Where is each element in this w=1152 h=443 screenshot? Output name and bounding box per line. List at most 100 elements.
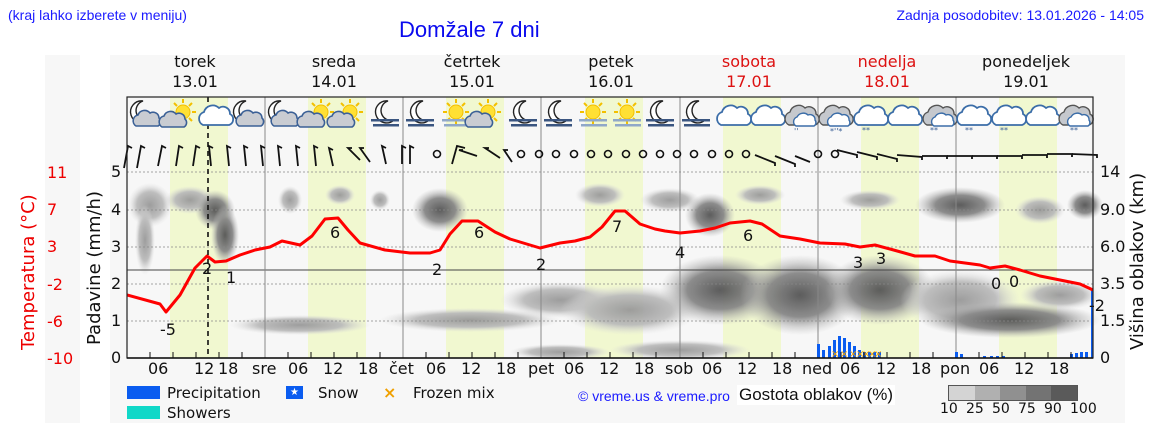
x-tick: 06 xyxy=(979,359,1000,378)
day-header: četrtek 15.01 xyxy=(443,52,501,91)
copyright-link[interactable]: © vreme.us & vreme.pro xyxy=(578,388,730,404)
svg-text:2: 2 xyxy=(202,259,212,278)
x-tick: 12 xyxy=(461,359,482,378)
svg-text:0: 0 xyxy=(991,274,1001,293)
svg-text:×: × xyxy=(862,349,870,360)
day-header: petek 16.01 xyxy=(588,52,634,91)
x-tick: pet xyxy=(528,359,555,378)
showers-swatch xyxy=(127,406,160,419)
svg-text:**: ** xyxy=(862,126,870,135)
svg-text:2: 2 xyxy=(432,260,442,279)
weather-icons: '' *''* ** ** ** ** ** xyxy=(129,98,1094,136)
svg-text:3: 3 xyxy=(853,253,863,272)
x-tick: 06 xyxy=(840,359,861,378)
x-tick: 18 xyxy=(1049,359,1070,378)
x-tick: 12 xyxy=(1014,359,1035,378)
svg-text:6: 6 xyxy=(474,223,484,242)
temperature-value-labels: -5 2 1 6 2 6 2 7 4 6 3 3 0 0 -2 xyxy=(160,217,1105,339)
frozen-mix-x-icon: × xyxy=(383,383,397,402)
x-tick: 06 xyxy=(702,359,723,378)
svg-text:7: 7 xyxy=(612,217,622,236)
wind-barbs xyxy=(123,144,1098,169)
svg-text:**: ** xyxy=(965,126,973,135)
precipitation-bars xyxy=(817,290,1093,358)
precip-tick: 1 xyxy=(111,311,122,330)
svg-text:×: × xyxy=(874,349,882,360)
svg-text:-5: -5 xyxy=(160,320,176,339)
x-tick: 12 xyxy=(323,359,344,378)
cloud-height-tick: 6.0 xyxy=(1100,237,1126,256)
temperature-tick: 3 xyxy=(47,237,58,256)
svg-text:4: 4 xyxy=(675,243,685,262)
day-header-weekend: nedelja 18.01 xyxy=(857,52,917,91)
x-tick: pon xyxy=(940,359,971,378)
svg-text:1: 1 xyxy=(226,268,236,287)
svg-text:**: ** xyxy=(930,126,938,135)
temperature-tick: 11 xyxy=(47,163,68,182)
cloud-height-axis-label: Višina oblakov (km) xyxy=(1127,172,1148,350)
temperature-axis-panel xyxy=(45,55,80,423)
precip-tick: 3 xyxy=(111,237,122,256)
svg-text:×: × xyxy=(856,349,864,360)
x-tick: 18 xyxy=(358,359,379,378)
last-update: Zadnja posodobitev: 13.01.2026 - 14:05 xyxy=(896,7,1144,23)
page-title: Domžale 7 dni xyxy=(399,17,540,42)
x-tick: 06 xyxy=(564,359,585,378)
temperature-tick: -2 xyxy=(47,275,63,294)
cloud-height-tick: 0 xyxy=(1100,348,1111,367)
svg-text:*''*: *''* xyxy=(830,127,842,136)
precip-tick: 5 xyxy=(111,162,122,181)
cloud-height-tick: 3.5 xyxy=(1100,274,1126,293)
svg-text:**: ** xyxy=(1000,126,1008,135)
temperature-tick: 7 xyxy=(47,200,58,219)
cloud-density-scale xyxy=(948,385,1078,401)
calm-wind-markers xyxy=(432,149,840,159)
x-tick: 18 xyxy=(496,359,517,378)
x-tick: 06 xyxy=(288,359,309,378)
temperature-tick: -10 xyxy=(47,349,74,368)
x-tick: 18 xyxy=(772,359,793,378)
legend-precipitation: Precipitation xyxy=(167,384,261,402)
snow-star-icon: ★ xyxy=(286,386,303,399)
x-tick: 18 xyxy=(218,359,239,378)
cloud-height-tick: 1.5 xyxy=(1100,311,1126,330)
temperature-axis-label: Temperatura (°C) xyxy=(18,194,39,350)
precipitation-swatch xyxy=(127,386,160,399)
legend-frozen-mix: Frozen mix xyxy=(413,384,495,402)
x-tick: ned xyxy=(802,359,833,378)
svg-text:×: × xyxy=(831,349,839,360)
svg-text:×: × xyxy=(840,349,848,360)
day-header-weekend: sobota 17.01 xyxy=(721,52,777,91)
cloud-density xyxy=(128,183,1103,360)
svg-text:×: × xyxy=(868,349,876,360)
x-tick: 06 xyxy=(148,359,169,378)
cloud-height-tick: 9.0 xyxy=(1100,200,1126,219)
svg-text:×: × xyxy=(849,349,857,360)
x-tick: 12 xyxy=(599,359,620,378)
precip-tick: 0 xyxy=(111,348,122,367)
cloud-density-label: Gostota oblakov (%) xyxy=(737,385,896,405)
x-tick: 12 xyxy=(876,359,897,378)
precip-tick: 4 xyxy=(111,200,122,219)
x-tick: 12 xyxy=(737,359,758,378)
svg-text:**: ** xyxy=(1070,126,1078,135)
svg-text:'': '' xyxy=(794,127,798,136)
temperature-line xyxy=(126,209,1094,314)
x-tick: sob xyxy=(665,359,694,378)
cloud-density-ticks: 10 25 50 75 90 100 xyxy=(940,401,1097,417)
cloud-height-tick: 14 xyxy=(1100,162,1121,181)
precip-axis-label: Padavine (mm/h) xyxy=(84,191,105,345)
svg-text:6: 6 xyxy=(330,223,340,242)
region-note: (kraj lahko izberete v meniju) xyxy=(8,7,187,23)
day-header: torek 13.01 xyxy=(172,52,218,91)
x-tick: čet xyxy=(389,359,414,378)
x-tick: 18 xyxy=(634,359,655,378)
gridlines xyxy=(127,171,1093,322)
svg-text:3: 3 xyxy=(876,249,886,268)
frozen-mix-markers: × × × ×××× xyxy=(831,349,882,360)
svg-text:2: 2 xyxy=(536,255,546,274)
day-header: sreda 14.01 xyxy=(311,52,357,91)
x-tick: 12 xyxy=(194,359,215,378)
x-tick: sre xyxy=(252,359,277,378)
